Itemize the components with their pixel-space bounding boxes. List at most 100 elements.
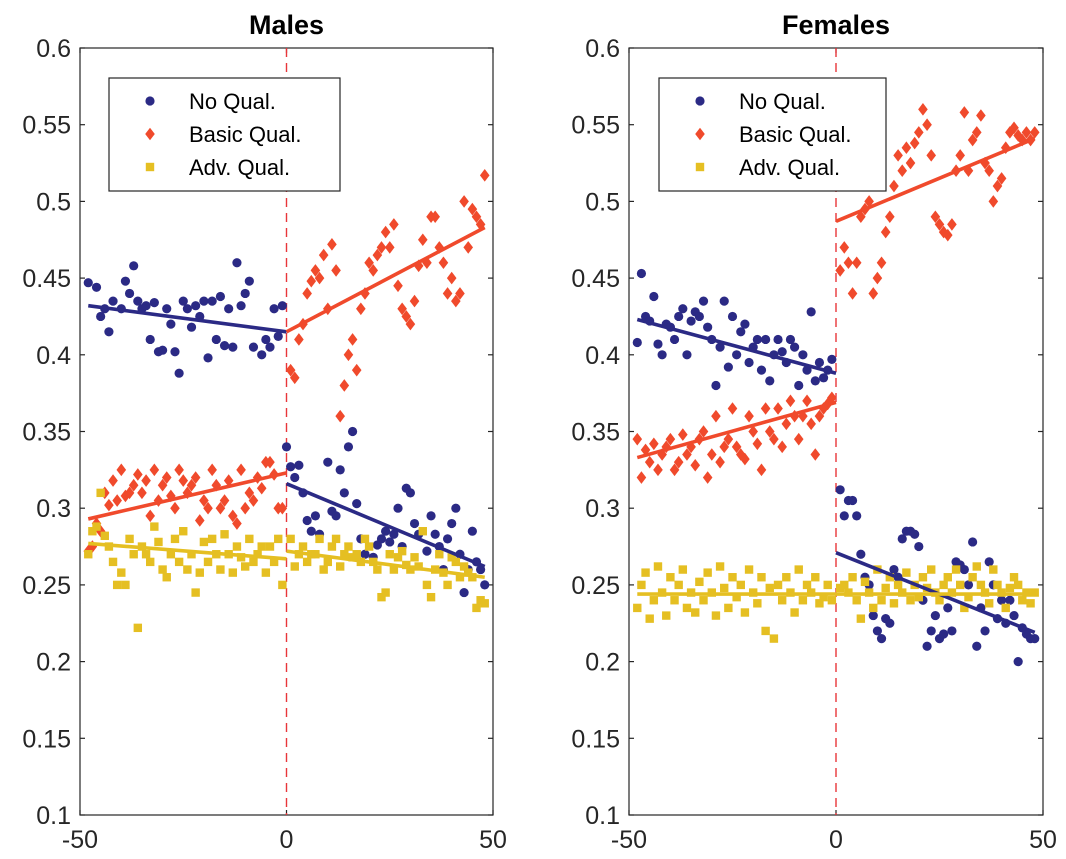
data-point bbox=[1005, 595, 1015, 605]
data-point bbox=[149, 298, 159, 308]
data-point bbox=[472, 603, 481, 613]
data-point bbox=[670, 596, 679, 605]
fit-line bbox=[285, 225, 486, 334]
data-point bbox=[732, 592, 741, 602]
y-tick-label: 0.4 bbox=[36, 342, 71, 370]
data-point bbox=[910, 529, 920, 539]
data-point bbox=[223, 474, 234, 487]
data-point bbox=[92, 522, 101, 531]
data-point bbox=[748, 425, 758, 438]
data-point bbox=[294, 460, 304, 470]
data-point bbox=[430, 529, 440, 539]
series-no-qual bbox=[632, 268, 1040, 667]
data-point bbox=[905, 156, 916, 170]
data-point bbox=[467, 526, 477, 536]
data-point bbox=[906, 596, 915, 605]
data-point bbox=[723, 362, 733, 372]
data-point bbox=[207, 463, 217, 477]
data-point bbox=[401, 310, 412, 323]
data-point bbox=[393, 503, 403, 513]
data-point bbox=[678, 304, 688, 314]
data-point bbox=[947, 626, 957, 636]
data-point bbox=[459, 562, 469, 571]
y-tick-label: 0.1 bbox=[585, 802, 620, 830]
chart-title: Males bbox=[249, 10, 324, 40]
data-point bbox=[178, 296, 188, 306]
data-point bbox=[703, 322, 713, 332]
data-point bbox=[464, 568, 473, 577]
data-point bbox=[417, 233, 428, 247]
data-point bbox=[352, 550, 361, 559]
data-point bbox=[695, 577, 704, 587]
legend-marker bbox=[145, 162, 155, 172]
data-point bbox=[451, 557, 461, 567]
data-point bbox=[166, 319, 176, 329]
legend-marker bbox=[695, 127, 705, 141]
data-point bbox=[447, 518, 457, 529]
fit-line bbox=[88, 303, 287, 334]
data-point bbox=[976, 109, 986, 122]
data-point bbox=[257, 542, 266, 551]
data-point bbox=[815, 599, 824, 608]
data-point bbox=[368, 264, 379, 277]
data-point bbox=[711, 611, 721, 620]
data-point bbox=[724, 603, 733, 613]
data-point bbox=[868, 287, 879, 300]
data-point bbox=[798, 596, 808, 605]
data-point bbox=[257, 350, 267, 360]
data-point bbox=[785, 334, 796, 345]
data-point bbox=[964, 592, 973, 602]
data-point bbox=[843, 256, 854, 270]
data-point bbox=[1013, 657, 1023, 667]
data-point bbox=[232, 517, 242, 530]
legend-label: No Qual. bbox=[739, 89, 826, 114]
panel-females: Females 0.1 0.15 0.2 0.25 0.3 0.35 0.4 0.45 0.5 0.… bbox=[571, 10, 1057, 854]
data-point bbox=[248, 342, 259, 352]
data-point bbox=[447, 553, 456, 562]
data-point bbox=[377, 592, 386, 602]
data-point bbox=[633, 603, 642, 613]
y-tick-label: 0.25 bbox=[22, 572, 71, 600]
data-point bbox=[897, 164, 908, 178]
data-point bbox=[360, 549, 370, 559]
y-tick-label: 0.1 bbox=[36, 802, 71, 830]
data-point bbox=[649, 596, 659, 605]
data-point bbox=[166, 550, 176, 559]
data-point bbox=[909, 136, 920, 150]
data-point bbox=[273, 331, 283, 341]
data-point bbox=[847, 287, 858, 300]
data-point bbox=[170, 534, 180, 544]
data-point bbox=[810, 448, 821, 461]
data-point bbox=[877, 596, 886, 605]
data-point bbox=[228, 342, 238, 352]
data-point bbox=[124, 288, 135, 299]
data-point bbox=[802, 580, 812, 590]
data-point bbox=[636, 471, 647, 484]
data-point bbox=[302, 557, 312, 567]
data-point bbox=[446, 271, 457, 285]
data-point bbox=[351, 363, 362, 377]
fit-line bbox=[286, 549, 485, 580]
data-point bbox=[129, 261, 139, 271]
data-point bbox=[893, 580, 903, 590]
data-point bbox=[380, 225, 391, 239]
legend-label: Basic Qual. bbox=[189, 122, 302, 147]
data-point bbox=[112, 494, 122, 507]
data-point bbox=[914, 126, 924, 139]
data-point bbox=[902, 568, 911, 577]
data-point bbox=[644, 455, 655, 469]
data-point bbox=[294, 333, 304, 346]
data-point bbox=[835, 485, 845, 495]
data-point bbox=[984, 164, 994, 178]
data-point bbox=[641, 568, 650, 577]
data-point bbox=[389, 565, 399, 574]
data-point bbox=[678, 428, 688, 441]
data-point bbox=[84, 550, 93, 559]
y-tick-label: 0.35 bbox=[571, 419, 620, 447]
data-point bbox=[199, 494, 209, 507]
data-point bbox=[968, 573, 977, 582]
data-point bbox=[802, 394, 812, 408]
data-point bbox=[757, 573, 766, 582]
data-point bbox=[261, 334, 271, 345]
series-adv-qual bbox=[84, 488, 489, 633]
